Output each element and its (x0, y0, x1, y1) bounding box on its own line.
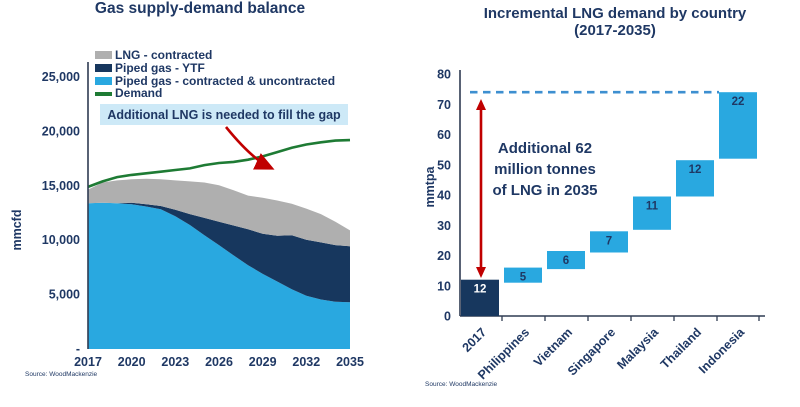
right-source-note: Source: WoodMackenzie (425, 381, 498, 388)
bar-Thailand (676, 160, 714, 197)
bar-label: 12 (474, 284, 487, 296)
bar-Philippines (504, 267, 542, 283)
right-y-tick: 30 (437, 219, 451, 233)
left-x-tick: 2035 (336, 355, 364, 369)
right-x-tick: Indonesia (696, 324, 748, 376)
right-y-tick: 70 (437, 98, 451, 112)
left-y-axis-title: mmcfd (10, 209, 24, 251)
additional-lng-note: Additional 62 million tonnes of LNG in 2… (492, 140, 598, 199)
left-x-tick: 2029 (249, 355, 277, 369)
left-source-note: Source: WoodMackenzie (25, 371, 98, 378)
legend-item-0: LNG - contracted (95, 49, 335, 62)
right-x-tick: Vietnam (531, 325, 575, 369)
area-1 (88, 202, 350, 303)
bar-Vietnam (547, 251, 585, 270)
left-y-tick: - (76, 342, 80, 356)
arrow-head-up (476, 99, 486, 110)
arrow-head-down (476, 267, 486, 278)
bar-Indonesia (719, 92, 757, 159)
legend-swatch-icon (95, 76, 112, 85)
bar-label: 5 (520, 272, 527, 284)
right-y-tick: 20 (437, 249, 451, 263)
bar-2017 (461, 279, 499, 316)
area-2 (88, 178, 350, 247)
legend-label: LNG - contracted (115, 48, 213, 62)
bar-Singapore (590, 231, 628, 253)
right-y-tick: 0 (444, 310, 451, 324)
legend-swatch-icon (95, 92, 112, 96)
demand-line (87, 138, 351, 189)
bar-label: 7 (606, 235, 612, 247)
legend-swatch-icon (95, 51, 112, 60)
right-x-tick: Thailand (658, 325, 704, 371)
right-x-tick: Philippines (475, 325, 532, 382)
legend-label: Demand (115, 86, 163, 101)
right-y-tick: 10 (437, 279, 451, 293)
legend-item-3: Demand (95, 87, 335, 100)
left-x-tick: 2026 (205, 355, 233, 369)
legend-label: Piped gas - YTF (115, 60, 205, 75)
right-y-tick: 60 (437, 128, 451, 142)
legend-label: Piped gas - contracted & uncontracted (115, 73, 336, 88)
right-y-axis-title: mmtpa (423, 166, 437, 208)
right-chart-title: Incremental LNG demand by country (2017-… (483, 5, 747, 39)
left-chart-legend: LNG - contracted Piped gas - YTF Piped gas… (95, 49, 335, 100)
legend-swatch-icon (95, 64, 112, 73)
bar-label: 11 (646, 201, 659, 213)
gap-arrow (224, 126, 275, 170)
area-0 (88, 202, 350, 349)
left-x-tick: 2017 (74, 355, 102, 369)
right-y-tick: 50 (437, 158, 451, 172)
legend-item-2: Piped gas - contracted & uncontracted (95, 73, 336, 88)
left-chart-title: Gas supply-demand balance (94, 0, 306, 17)
bar-label: 22 (732, 96, 745, 108)
left-y-tick: 10,000 (42, 233, 80, 247)
left-y-tick: 5,000 (49, 288, 80, 302)
right-x-tick: Malaysia (614, 324, 661, 371)
left-y-tick: 20,000 (42, 124, 80, 138)
bar-label: 6 (563, 255, 569, 267)
left-x-tick: 2032 (292, 355, 320, 369)
gap-callout: Additional LNG is needed to fill the gap (100, 104, 348, 125)
left-y-tick: 25,000 (42, 70, 80, 84)
right-x-tick: 2017 (460, 325, 490, 355)
right-y-tick: 80 (437, 68, 451, 82)
left-x-tick: 2020 (118, 355, 146, 369)
bar-Malaysia (633, 196, 671, 230)
legend-item-1: Piped gas - YTF (95, 60, 335, 75)
right-y-tick: 40 (437, 189, 451, 203)
bar-label: 12 (689, 164, 702, 176)
right-x-tick: Singapore (565, 325, 618, 378)
left-x-tick: 2023 (161, 355, 189, 369)
left-y-tick: 15,000 (42, 179, 80, 193)
